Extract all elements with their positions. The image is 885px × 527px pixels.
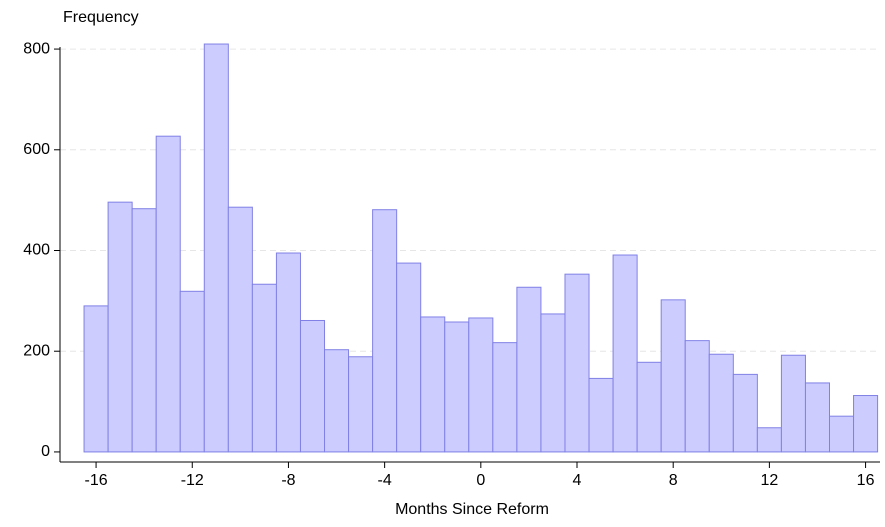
x-tick-label: -4 xyxy=(378,472,392,489)
bar xyxy=(588,377,614,453)
x-tick-label: 0 xyxy=(476,472,485,489)
bar xyxy=(275,252,301,453)
x-tick-label: -16 xyxy=(85,472,108,489)
bar xyxy=(107,201,133,453)
y-tick-label: 600 xyxy=(23,141,50,158)
bar xyxy=(131,208,157,453)
bar xyxy=(780,354,806,453)
bar xyxy=(732,373,758,453)
x-tick-label: 16 xyxy=(857,472,875,489)
bar xyxy=(804,382,831,453)
bar xyxy=(540,313,566,453)
bar xyxy=(853,395,879,453)
bar xyxy=(612,254,638,453)
bar xyxy=(468,317,494,453)
bar xyxy=(227,206,253,453)
x-axis-label: Months Since Reform xyxy=(395,501,549,518)
bar xyxy=(420,316,446,453)
x-tick-label: -12 xyxy=(181,472,204,489)
bar xyxy=(636,361,662,453)
bar xyxy=(83,305,109,453)
bar xyxy=(684,340,710,453)
bar xyxy=(492,342,518,453)
bar xyxy=(299,319,326,453)
bar xyxy=(203,43,229,453)
bar xyxy=(516,286,542,453)
bar xyxy=(660,299,686,453)
x-tick-label: 8 xyxy=(669,472,678,489)
bar xyxy=(444,321,470,453)
bar xyxy=(756,427,782,453)
bar xyxy=(372,209,398,453)
x-tick-label: 4 xyxy=(573,472,582,489)
bar xyxy=(179,290,205,453)
bar xyxy=(564,273,590,453)
bar xyxy=(708,353,734,453)
y-tick-label: 800 xyxy=(23,40,50,57)
y-tick-label: 200 xyxy=(23,342,50,359)
y-axis-label: Frequency xyxy=(63,9,139,26)
bar xyxy=(829,415,855,453)
bar xyxy=(348,356,374,453)
bar xyxy=(251,283,277,453)
y-tick-label: 0 xyxy=(41,443,50,460)
y-tick-label: 400 xyxy=(23,242,50,259)
bar xyxy=(396,262,422,453)
x-tick-label: 12 xyxy=(760,472,778,489)
bar xyxy=(324,349,350,453)
x-tick-label: -8 xyxy=(281,472,295,489)
bar xyxy=(155,135,181,453)
